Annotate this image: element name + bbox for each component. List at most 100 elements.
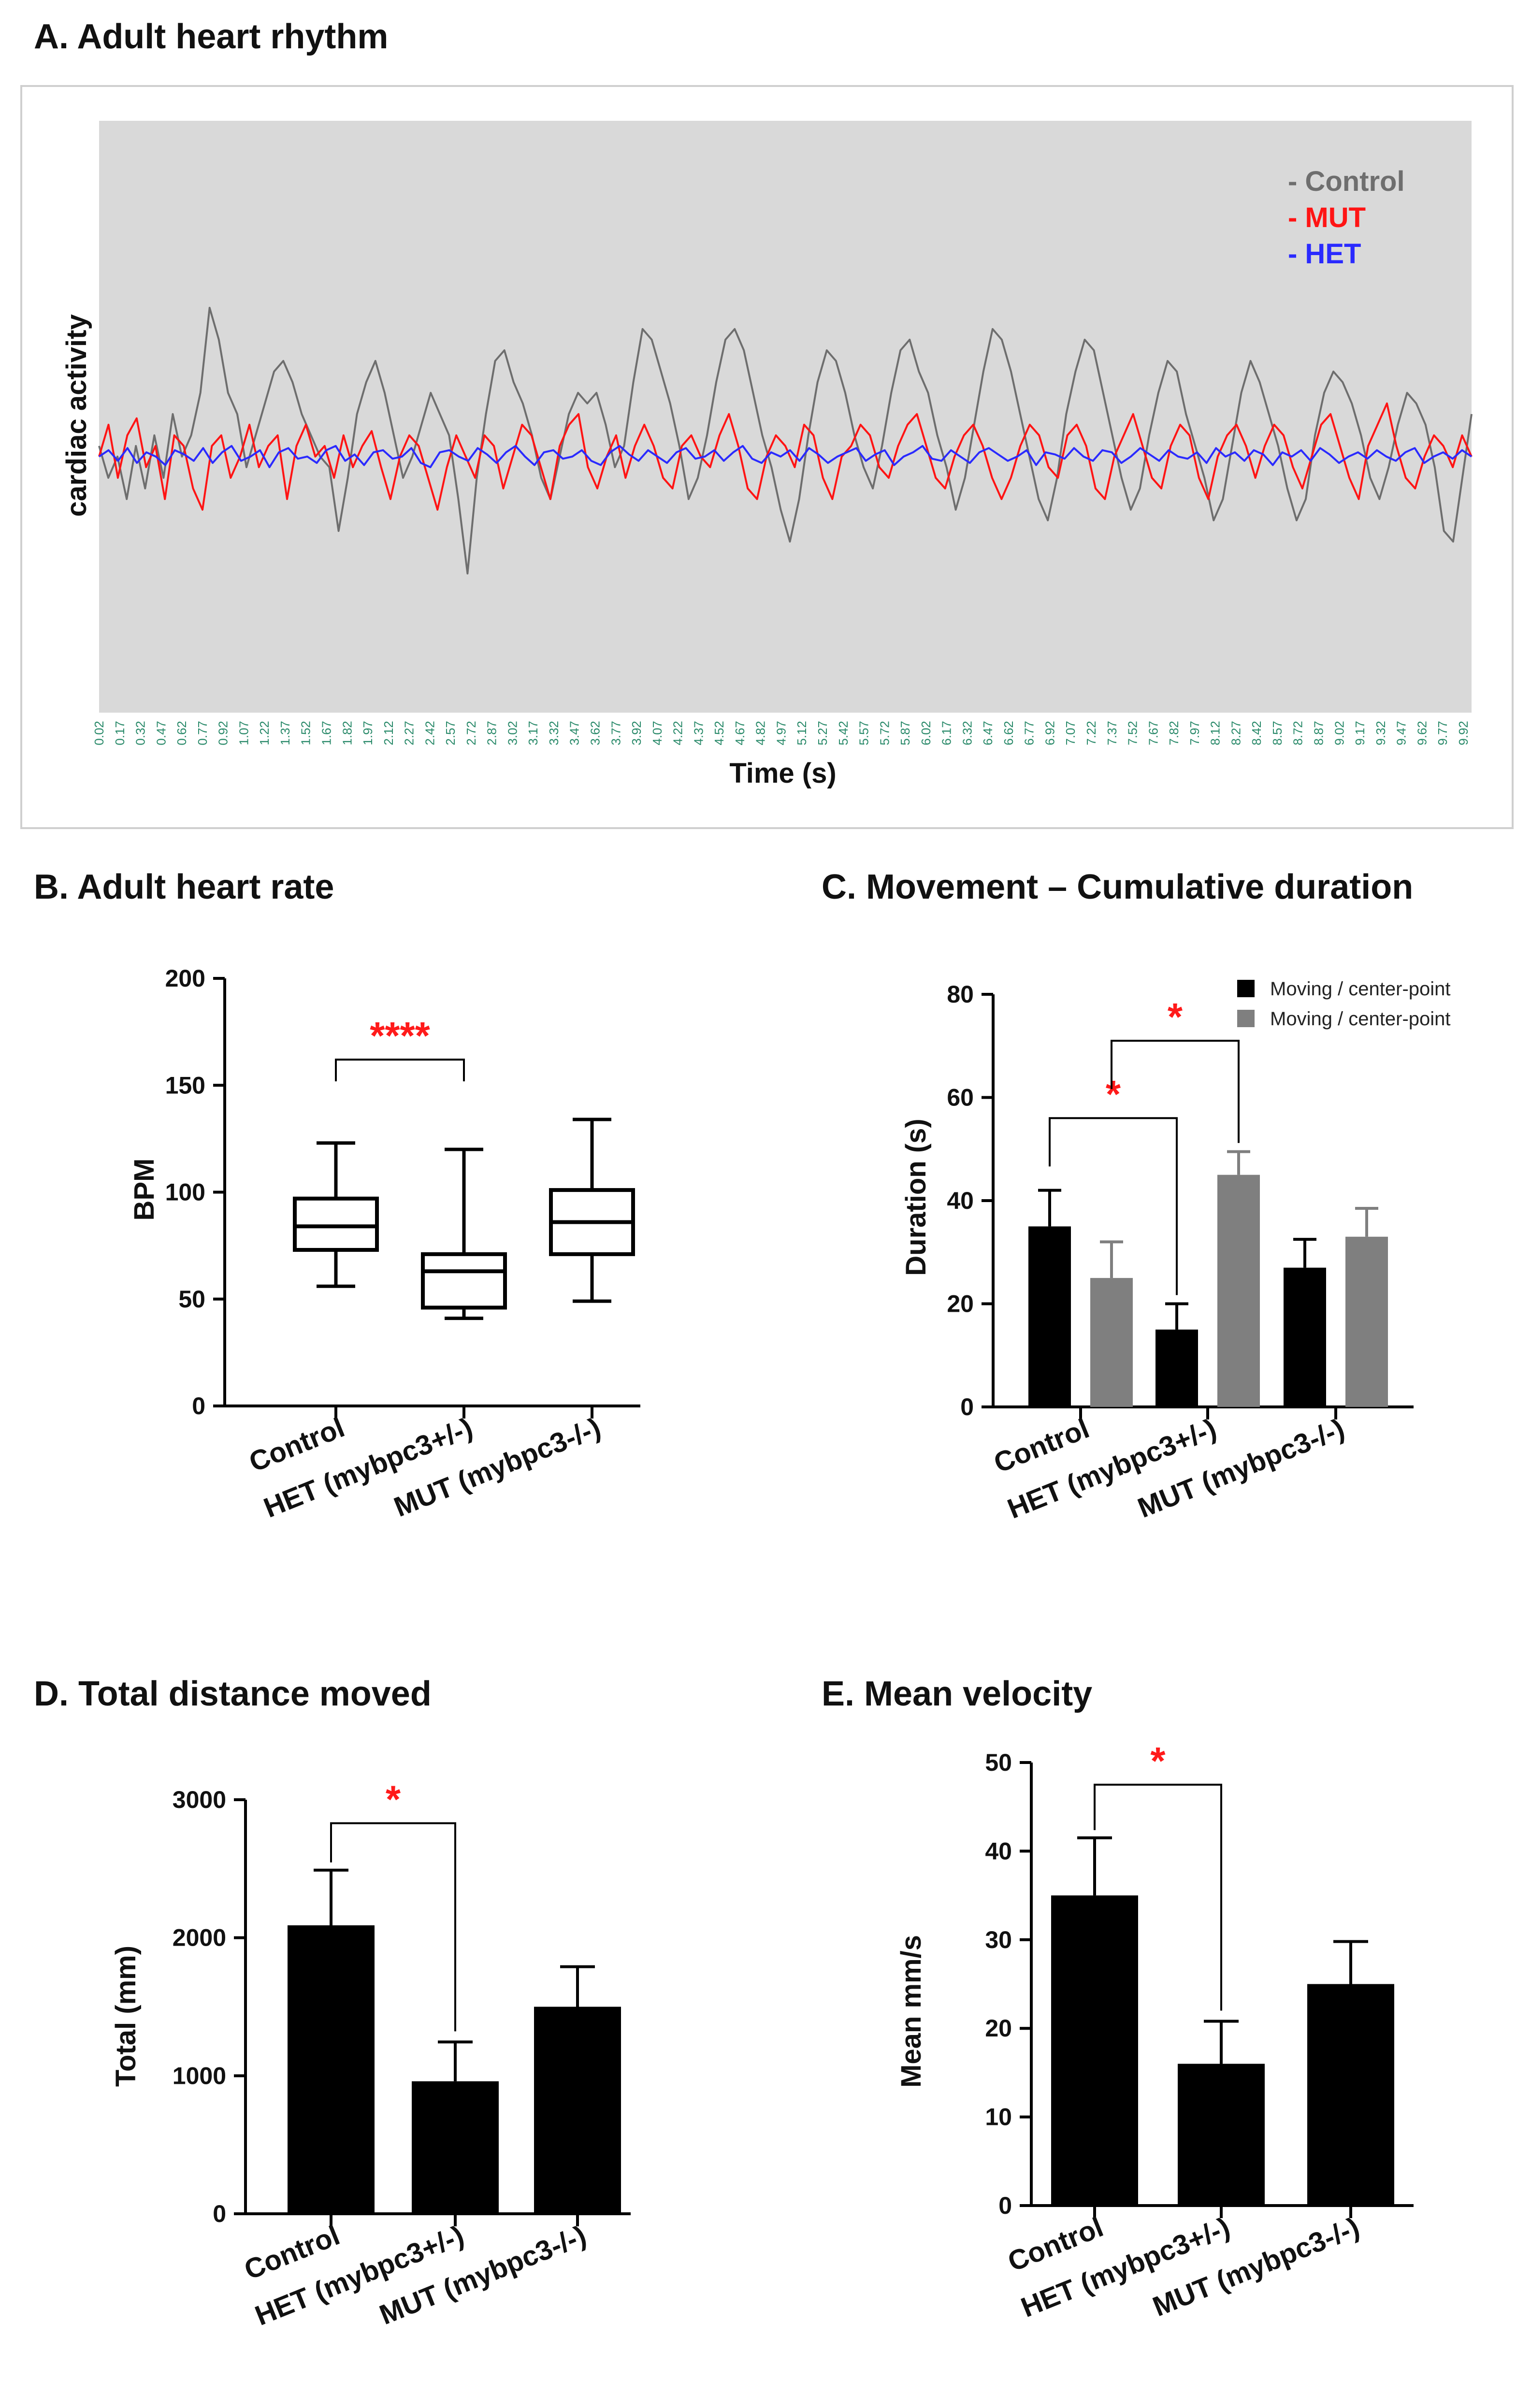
x-tick-label: 3.77 xyxy=(608,721,623,745)
x-tick-label: 9.32 xyxy=(1373,721,1388,745)
x-tick-label: 3.92 xyxy=(629,721,644,745)
panel-a-ylabel: cardiac activity xyxy=(61,314,92,516)
x-tick-label: 7.07 xyxy=(1063,721,1078,745)
x-tick-label: 0.17 xyxy=(113,721,127,745)
x-tick-label: 6.47 xyxy=(981,721,995,745)
bar xyxy=(288,1925,375,2214)
bar xyxy=(1178,2064,1265,2206)
x-tick-label: 9.62 xyxy=(1415,721,1429,745)
x-tick-label: 6.62 xyxy=(1001,721,1016,745)
y-tick-label: 80 xyxy=(947,981,974,1008)
significance-stars: **** xyxy=(370,1014,430,1057)
significance-stars: * xyxy=(1106,1073,1121,1116)
panel-a-xlabel: Time (s) xyxy=(729,758,836,789)
panel-d-title: D. Total distance moved xyxy=(34,1675,432,1713)
y-tick-label: 0 xyxy=(213,2200,226,2227)
legend-label-black: Moving / center-point xyxy=(1270,978,1451,1000)
panel-a-legend: - Control - MUT - HET xyxy=(1288,166,1405,270)
panel-c-ylabel: Duration (s) xyxy=(900,1118,932,1276)
x-tick-label: 1.22 xyxy=(257,721,272,745)
y-tick-label: 30 xyxy=(985,1926,1012,1953)
x-tick-label: 5.87 xyxy=(898,721,912,745)
x-tick-label: 3.02 xyxy=(505,721,520,745)
panel-c-title: C. Movement – Cumulative duration xyxy=(822,868,1413,906)
y-tick-label: 40 xyxy=(947,1187,974,1214)
significance-bracket xyxy=(330,1822,456,2032)
y-tick-label: 3000 xyxy=(173,1786,226,1813)
x-tick-label: 7.97 xyxy=(1187,721,1202,745)
panel-a: A. Adult heart rhythm 0.02 0.17 0.32 0.47 0.… xyxy=(20,17,1514,829)
y-tick-label: 50 xyxy=(178,1286,205,1313)
panel-e-title: E. Mean velocity xyxy=(822,1675,1092,1713)
legend-mut: - MUT xyxy=(1288,202,1366,233)
x-tick-label: 8.57 xyxy=(1270,721,1285,745)
panel-a-frame xyxy=(20,85,1514,829)
bar xyxy=(1307,1984,1394,2206)
significance-stars: * xyxy=(386,1778,401,1821)
x-tick-label: 6.92 xyxy=(1043,721,1057,745)
x-tick-label: 9.47 xyxy=(1394,721,1409,745)
x-tick-label: 7.37 xyxy=(1105,721,1119,745)
y-tick-label: 0 xyxy=(998,2192,1012,2219)
y-tick-label: 60 xyxy=(947,1084,974,1111)
x-tick-label: 4.07 xyxy=(650,721,664,745)
legend-het: - HET xyxy=(1288,238,1361,270)
x-tick-label: 8.72 xyxy=(1291,721,1305,745)
panel-b-title: B. Adult heart rate xyxy=(34,868,334,906)
y-tick-label: 100 xyxy=(165,1179,205,1206)
x-tick-label: 1.52 xyxy=(299,721,313,745)
x-tick-label: 0.92 xyxy=(216,721,231,745)
box xyxy=(421,1252,507,1310)
x-tick-label: 5.42 xyxy=(836,721,851,745)
bar xyxy=(1028,1226,1071,1407)
y-tick-label: 20 xyxy=(985,2015,1012,2042)
x-tick-label: 6.77 xyxy=(1022,721,1037,745)
series-line-control xyxy=(98,307,1473,574)
y-tick-label: 40 xyxy=(985,1837,1012,1864)
significance-bracket xyxy=(1094,1783,1222,2011)
x-tick-label: 9.92 xyxy=(1456,721,1471,745)
x-tick-label: 5.72 xyxy=(877,721,892,745)
x-tick-label: 5.27 xyxy=(815,721,830,745)
x-tick-label: 8.87 xyxy=(1312,721,1326,745)
bar xyxy=(1090,1278,1133,1407)
x-tick-label: 0.62 xyxy=(174,721,189,745)
significance-bracket xyxy=(1049,1117,1178,1295)
x-tick-label: 8.27 xyxy=(1228,721,1243,745)
panel-a-series xyxy=(98,307,1473,574)
x-tick-label: 6.02 xyxy=(919,721,933,745)
x-tick-label: 3.47 xyxy=(567,721,582,745)
x-tick-label: 4.37 xyxy=(691,721,706,745)
bar xyxy=(1155,1329,1198,1407)
x-tick-label: 1.82 xyxy=(340,721,354,745)
x-tick-label: 6.32 xyxy=(960,721,974,745)
x-tick-label: 2.27 xyxy=(402,721,417,745)
x-tick-label: 0.77 xyxy=(195,721,210,745)
legend-label-gray: Moving / center-point xyxy=(1270,1008,1451,1030)
x-tick-label: 4.82 xyxy=(753,721,768,745)
y-tick-label: 50 xyxy=(985,1749,1012,1776)
x-tick-label: 6.17 xyxy=(939,721,954,745)
panel-d: D. Total distance moved Total (mm) 0 1000… xyxy=(34,1675,631,2332)
x-tick-label: 1.97 xyxy=(361,721,375,745)
x-tick-label: 3.17 xyxy=(526,721,540,745)
x-tick-label: 2.57 xyxy=(443,721,458,745)
series-line-het xyxy=(98,445,1473,468)
x-tick-label: 2.72 xyxy=(464,721,478,745)
x-tick-label: 4.97 xyxy=(774,721,788,745)
x-tick-label: 2.12 xyxy=(381,721,396,745)
panel-d-ylabel: Total (mm) xyxy=(110,1946,142,2087)
x-tick-label: 3.32 xyxy=(547,721,561,745)
x-tick-label: 0.32 xyxy=(133,721,148,745)
x-tick-label: 9.17 xyxy=(1353,721,1367,745)
x-tick-label: 2.42 xyxy=(422,721,437,745)
bar xyxy=(1284,1267,1326,1407)
significance-stars: * xyxy=(1168,995,1183,1038)
panel-a-title: A. Adult heart rhythm xyxy=(34,17,388,56)
bar xyxy=(1051,1895,1138,2206)
x-tick-label: 1.37 xyxy=(278,721,292,745)
y-tick-label: 2000 xyxy=(173,1924,226,1951)
y-tick-label: 20 xyxy=(947,1290,974,1318)
x-tick-label: 4.22 xyxy=(671,721,685,745)
x-tick-label: 7.22 xyxy=(1084,721,1098,745)
